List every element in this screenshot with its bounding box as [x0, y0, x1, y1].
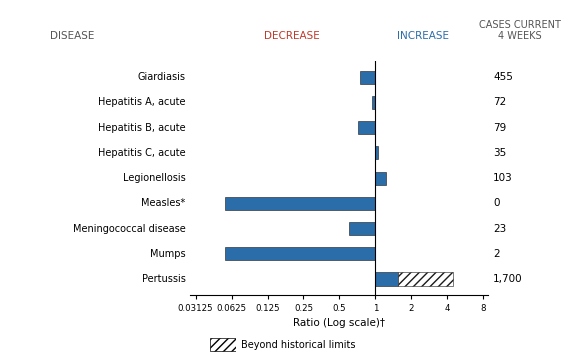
Text: 35: 35	[493, 148, 506, 158]
Text: 455: 455	[493, 72, 513, 82]
Text: Hepatitis A, acute: Hepatitis A, acute	[98, 97, 186, 107]
Bar	[210, 338, 236, 351]
Bar	[225, 247, 375, 260]
Text: Beyond historical limits: Beyond historical limits	[241, 340, 356, 350]
Text: 0: 0	[493, 198, 499, 208]
Bar	[371, 96, 375, 109]
Bar	[349, 222, 375, 235]
Text: Legionellosis: Legionellosis	[123, 173, 186, 183]
Text: 79: 79	[493, 123, 506, 133]
Text: CASES CURRENT
4 WEEKS: CASES CURRENT 4 WEEKS	[479, 20, 561, 41]
Text: DISEASE: DISEASE	[50, 31, 94, 41]
Bar	[361, 71, 375, 84]
Bar	[375, 272, 398, 286]
Text: Hepatitis C, acute: Hepatitis C, acute	[98, 148, 186, 158]
Text: DECREASE: DECREASE	[264, 31, 320, 41]
Text: 23: 23	[493, 223, 506, 233]
Text: Measles*: Measles*	[141, 198, 186, 208]
X-axis label: Ratio (Log scale)†: Ratio (Log scale)†	[294, 318, 385, 328]
Text: Mumps: Mumps	[150, 249, 186, 259]
Bar	[225, 197, 375, 210]
Text: 2: 2	[493, 249, 500, 259]
Text: Meningococcal disease: Meningococcal disease	[73, 223, 186, 233]
Bar	[375, 171, 386, 185]
Text: Giardiasis: Giardiasis	[137, 72, 186, 82]
Bar	[375, 146, 378, 159]
Text: 103: 103	[493, 173, 513, 183]
Text: INCREASE: INCREASE	[397, 31, 449, 41]
Text: Hepatitis B, acute: Hepatitis B, acute	[98, 123, 186, 133]
Bar	[358, 121, 375, 134]
Text: 72: 72	[493, 97, 506, 107]
Bar	[398, 272, 453, 286]
Text: 1,700: 1,700	[493, 274, 523, 284]
Text: Pertussis: Pertussis	[142, 274, 186, 284]
